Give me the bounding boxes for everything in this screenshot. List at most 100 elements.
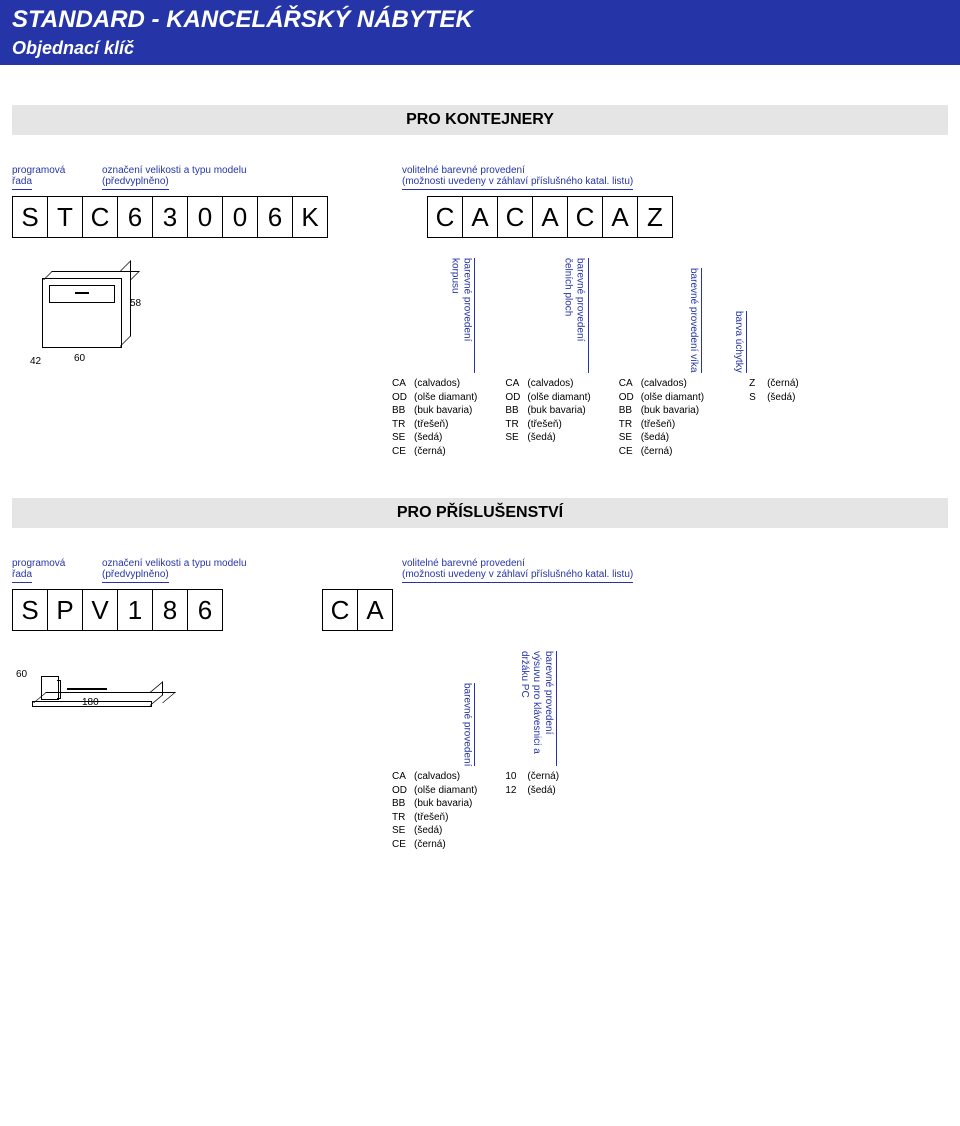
legend-item: TR(třešeň)	[392, 811, 477, 825]
legend-item: BB(buk bavaria)	[392, 404, 477, 418]
legend-column: barevné provedení CA(calvados)OD(olše dia…	[392, 651, 477, 851]
code-left: STC63006K	[12, 196, 327, 238]
legend-item: OD(olše diamant)	[619, 391, 704, 405]
code-box: K	[292, 196, 328, 238]
legend-list: CA(calvados)OD(olše diamant)BB(buk bavar…	[619, 377, 704, 458]
legend-item: 10(černá)	[505, 770, 559, 784]
legend-item: TR(třešeň)	[505, 418, 590, 432]
label: programová	[12, 558, 102, 569]
code-box: A	[532, 196, 568, 238]
section1-title: PRO KONTEJNERY	[12, 105, 948, 135]
page-title: STANDARD - KANCELÁŘSKÝ NÁBYTEK	[12, 6, 948, 34]
code-box: 6	[117, 196, 153, 238]
code-box: C	[427, 196, 463, 238]
dim-depth: 60	[16, 669, 27, 680]
legend-list: 10(černá)12(šedá)	[505, 770, 559, 797]
dim-width: 42	[30, 356, 41, 367]
code-box: 3	[152, 196, 188, 238]
legend-item: CE(černá)	[392, 838, 477, 852]
code-box: 6	[187, 589, 223, 631]
legend-column: barevné provedení víka CA(calvados)OD(olš…	[619, 258, 704, 458]
code-box: A	[462, 196, 498, 238]
legend-list: CA(calvados)OD(olše diamant)BB(buk bavar…	[505, 377, 590, 445]
legend-column: barevné provedení korpusu CA(calvados)OD(…	[392, 258, 477, 458]
section2-code-row: SPV186 CA	[12, 589, 948, 631]
legend-vertical-label: barevné provedení výsuvu pro klávesnici …	[518, 651, 557, 766]
code-box: C	[497, 196, 533, 238]
section2-legends: barevné provedení CA(calvados)OD(olše dia…	[392, 651, 559, 851]
dim-height: 58	[130, 298, 141, 309]
dim-depth: 60	[74, 353, 85, 364]
legend-item: BB(buk bavaria)	[505, 404, 590, 418]
section1-labels: programová řada označení velikosti a typ…	[12, 165, 948, 190]
legend-item: CA(calvados)	[392, 770, 477, 784]
code-box: S	[12, 589, 48, 631]
label: programová	[12, 165, 102, 176]
label: volitelné barevné provedení	[402, 558, 948, 569]
section2-diagram: 60 180 barevné provedení CA(calvados)OD(o…	[12, 651, 948, 851]
desk-drawing: 60 180	[12, 651, 192, 731]
legend-item: TR(třešeň)	[619, 418, 704, 432]
section1-diagram: 58 60 42 barevné provedení korpusu CA(cal…	[12, 258, 948, 458]
legend-item: SE(šedá)	[505, 431, 590, 445]
legend-vertical-label: barva úchytky	[732, 311, 747, 373]
label: řada	[12, 569, 32, 583]
code-box: A	[602, 196, 638, 238]
code-box: 0	[187, 196, 223, 238]
code-box: S	[12, 196, 48, 238]
code-right: CACACAZ	[427, 196, 672, 238]
legend-list: CA(calvados)OD(olše diamant)BB(buk bavar…	[392, 770, 477, 851]
code-box: A	[357, 589, 393, 631]
label: volitelné barevné provedení	[402, 165, 948, 176]
label: řada	[12, 176, 32, 190]
legend-item: CE(černá)	[619, 445, 704, 459]
code-right: CA	[322, 589, 392, 631]
legend-item: CE(černá)	[392, 445, 477, 459]
code-left: SPV186	[12, 589, 222, 631]
code-box: C	[82, 196, 118, 238]
legend-vertical-label: barevné provedení	[460, 683, 475, 766]
legend-item: TR(třešeň)	[392, 418, 477, 432]
legend-item: SE(šedá)	[392, 431, 477, 445]
code-box: P	[47, 589, 83, 631]
code-box: 1	[117, 589, 153, 631]
legend-item: S(šedá)	[749, 391, 799, 405]
section2-labels: programová řada označení velikosti a typ…	[12, 558, 948, 583]
cabinet-drawing: 58 60 42	[12, 258, 192, 348]
section1-legends: barevné provedení korpusuCA(calvados)OD(…	[392, 258, 749, 458]
label: označení velikosti a typu modelu	[102, 558, 247, 569]
section1-code-row: STC63006K CACACAZ	[12, 196, 948, 238]
legend-item: OD(olše diamant)	[392, 784, 477, 798]
header: STANDARD - KANCELÁŘSKÝ NÁBYTEK Objednací…	[0, 0, 960, 65]
code-box: V	[82, 589, 118, 631]
code-box: C	[567, 196, 603, 238]
legend-item: SE(šedá)	[619, 431, 704, 445]
legend-item: OD(olše diamant)	[392, 391, 477, 405]
legend-vertical-label: barevné provedení korpusu	[448, 258, 475, 373]
label: (předvyplněno)	[102, 569, 169, 583]
section1-extra: Z(černá)S(šedá)	[749, 377, 799, 404]
legend-item: SE(šedá)	[392, 824, 477, 838]
code-box: 8	[152, 589, 188, 631]
code-box: C	[322, 589, 358, 631]
label: (možnosti uvedeny v záhlaví příslušného …	[402, 176, 633, 190]
legend-item: 12(šedá)	[505, 784, 559, 798]
legend-item: CA(calvados)	[619, 377, 704, 391]
label: (možnosti uvedeny v záhlaví příslušného …	[402, 569, 633, 583]
legend-item: BB(buk bavaria)	[392, 797, 477, 811]
legend-item: CA(calvados)	[392, 377, 477, 391]
label: označení velikosti a typu modelu	[102, 165, 247, 176]
code-box: 6	[257, 196, 293, 238]
legend-vertical-label: barevné provedení víka	[687, 268, 702, 373]
page-subtitle: Objednací klíč	[12, 38, 948, 59]
legend-item: Z(černá)	[749, 377, 799, 391]
code-box: Z	[637, 196, 673, 238]
label: (předvyplněno)	[102, 176, 169, 190]
code-box: 0	[222, 196, 258, 238]
legend-item: CA(calvados)	[505, 377, 590, 391]
code-box: T	[47, 196, 83, 238]
legend-column: barevné provedení čelních ploch CA(calvad…	[505, 258, 590, 445]
section2-title: PRO PŘÍSLUŠENSTVÍ	[12, 498, 948, 528]
legend-column: barva úchytky	[732, 258, 749, 377]
legend-vertical-label: barevné provedení čelních ploch	[562, 258, 589, 373]
